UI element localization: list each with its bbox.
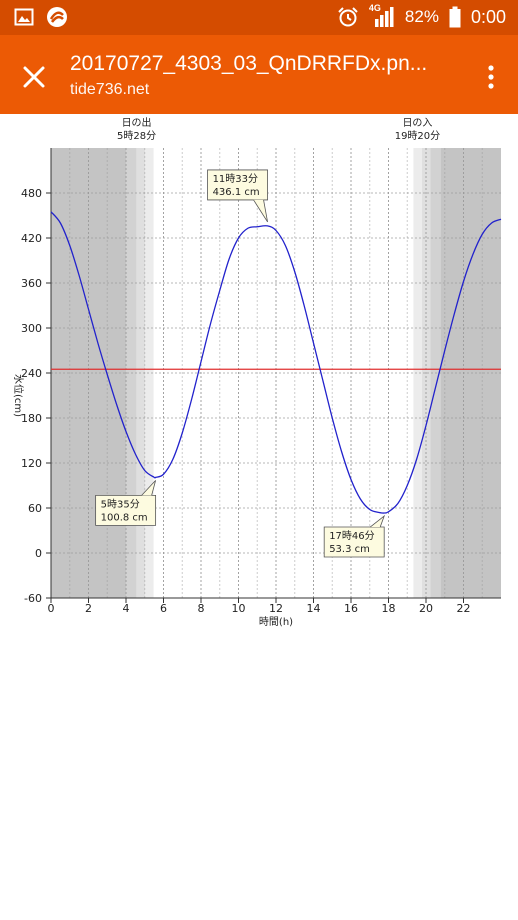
x-tick-label: 14 [307,602,321,615]
callout-1: 5時35分 100.8 cm [95,480,157,526]
clock-time: 0:00 [470,6,506,27]
status-bar: 4G 82% 0:00 [0,0,518,35]
network-label: 4G [368,3,381,13]
x-tick-label: 4 [123,602,130,615]
tide-line [50,211,502,514]
battery-percent: 82% [404,7,439,26]
y-tick-label: 180 [21,412,42,425]
callout-2: 11時33分 436.1 cm [207,169,268,223]
callout-time: 11時33分 [213,173,258,185]
sunrise-time: 5時28分 [117,130,156,142]
callout-box [95,495,157,526]
x-tick-label: 8 [198,602,205,615]
callout-pointer [141,480,157,496]
y-tick-label: 480 [21,187,42,200]
x-tick-label: 18 [382,602,396,615]
x-tick-label: 22 [457,602,471,615]
callout-pointer [253,199,268,223]
chart-svg: -60 0 60 120 180 240 300 360 420 480 0 2 4 6 8 10 12 14 16… [12,116,502,628]
tide-chart: -60 0 60 120 180 240 300 360 420 480 0 2 4 6 8 10 12 14 16… [0,114,518,644]
x-tick-label: 10 [232,602,246,615]
close-icon[interactable] [18,61,50,93]
y-tick-label: 120 [21,457,42,470]
x-axis-title: 時間(h) [259,616,293,628]
battery-icon [449,6,461,28]
page-url: tide736.net [70,81,150,98]
callout-value: 100.8 cm [101,512,148,523]
alarm-icon [338,7,358,27]
callout-box [323,526,385,558]
sunset-label: 日の入 [402,118,432,129]
x-tick-label: 12 [269,602,283,615]
y-tick-label: 360 [21,277,42,290]
callout-time: 5時35分 [101,498,140,510]
callout-value: 436.1 cm [213,187,260,198]
y-axis-title: 水位(cm) [12,374,25,417]
x-tick-label: 20 [419,602,433,615]
y-tick-label: 300 [21,322,42,335]
y-tick-label: -60 [24,592,42,605]
x-tick-label: 16 [344,602,358,615]
callout-3: 17時46分 53.3 cm [323,514,386,558]
night-shade [145,148,154,598]
more-vert-icon[interactable] [484,63,498,91]
night-shade [413,148,422,598]
image-icon [14,8,34,26]
signal-icon: 4G [368,3,395,29]
callout-pointer [369,514,386,528]
page-title: 20170727_4303_03_QnDRRFDx.pn... [70,52,428,75]
y-tick-label: 240 [21,367,42,380]
app-toolbar: 20170727_4303_03_QnDRRFDx.pn... tide736.… [0,35,518,114]
x-tick-label: 6 [160,602,167,615]
callout-value: 53.3 cm [329,544,370,555]
y-tick-label: 0 [35,547,42,560]
x-tick-label: 0 [48,602,55,615]
x-tick-label: 2 [85,602,92,615]
y-tick-label: 60 [28,502,42,515]
callout-time: 17時46分 [329,530,374,542]
app-icon [47,7,67,27]
sunset-time: 19時20分 [395,130,440,142]
y-tick-label: 420 [21,232,42,245]
sunrise-label: 日の出 [122,116,152,129]
callout-box [207,169,268,201]
